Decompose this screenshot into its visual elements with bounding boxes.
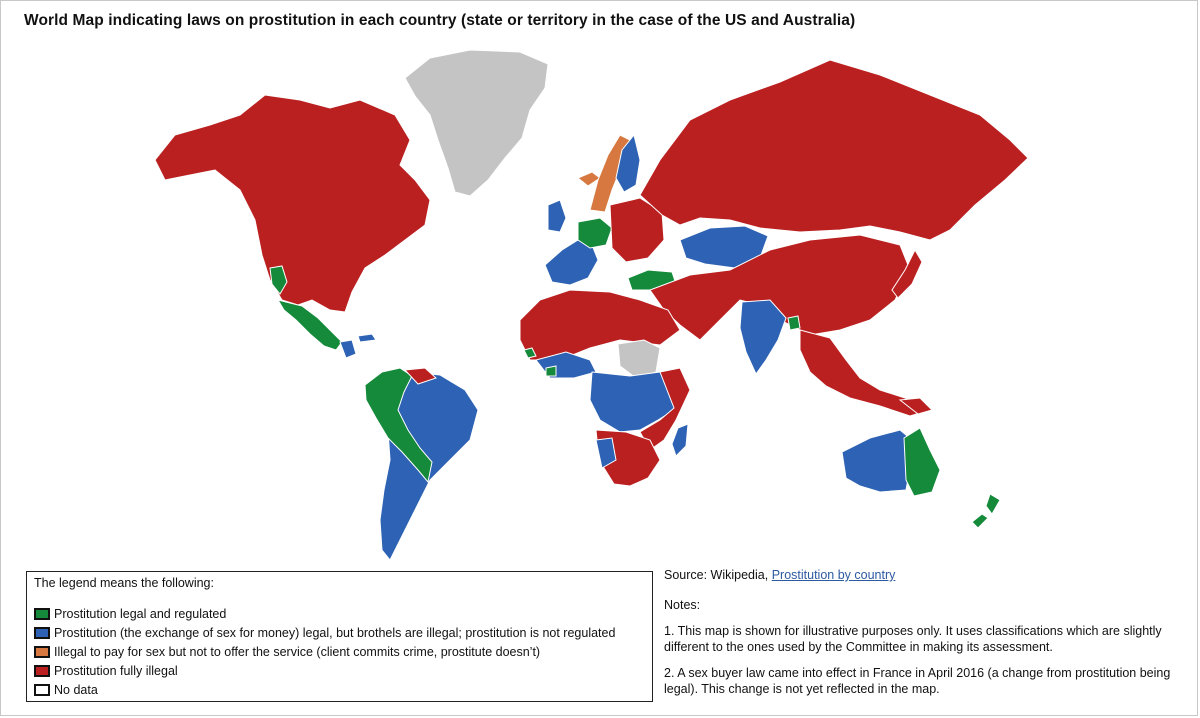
region-bangladesh bbox=[787, 315, 801, 331]
region-india bbox=[739, 299, 787, 375]
legend-swatch bbox=[34, 607, 50, 620]
legend-swatch bbox=[34, 683, 50, 696]
region-uk-ireland bbox=[547, 199, 567, 233]
region-png bbox=[898, 397, 933, 415]
legend-swatch bbox=[34, 626, 50, 639]
region-western-europe bbox=[544, 239, 599, 286]
region-andes bbox=[364, 367, 433, 484]
region-madagascar bbox=[671, 423, 689, 457]
region-sudan bbox=[617, 339, 661, 379]
legend-label: Prostitution fully illegal bbox=[54, 663, 178, 678]
world-map bbox=[154, 49, 1029, 561]
region-russia bbox=[639, 59, 1029, 241]
region-central-africa bbox=[589, 371, 681, 433]
legend-heading: The legend means the following: bbox=[34, 576, 214, 590]
region-canada-us bbox=[154, 94, 431, 313]
region-finland bbox=[615, 133, 641, 193]
source-prefix: Source: Wikipedia, bbox=[664, 568, 772, 582]
legend-item-legal-unregulated: Prostitution (the exchange of sex for mo… bbox=[34, 623, 644, 642]
region-eastern-europe bbox=[609, 197, 665, 263]
source-link[interactable]: Prostitution by country bbox=[771, 568, 896, 582]
legend-item-legal-regulated: Prostitution legal and regulated bbox=[34, 604, 644, 623]
region-middle-east-asia bbox=[649, 234, 911, 341]
legend-label: Illegal to pay for sex but not to offer … bbox=[54, 644, 541, 659]
region-new-zealand bbox=[971, 493, 1001, 529]
map-title: World Map indicating laws on prostitutio… bbox=[24, 12, 856, 29]
note-1: 1. This map is shown for illustrative pu… bbox=[664, 624, 1162, 654]
region-japan bbox=[891, 248, 923, 299]
legend-box: The legend means the following: Prostitu… bbox=[26, 571, 653, 702]
region-caribbean bbox=[339, 333, 377, 359]
region-nevada bbox=[269, 265, 288, 295]
notes-heading: Notes: bbox=[664, 598, 701, 612]
note-2: 2. A sex buyer law came into effect in F… bbox=[664, 666, 1171, 696]
legend-label: Prostitution (the exchange of sex for mo… bbox=[54, 625, 616, 640]
legend-item-buyer-illegal: Illegal to pay for sex but not to offer … bbox=[34, 642, 644, 661]
legend-label: No data bbox=[54, 682, 98, 697]
legend-label: Prostitution legal and regulated bbox=[54, 606, 227, 621]
source-line: Source: Wikipedia, Prostitution by count… bbox=[664, 567, 1184, 583]
region-namibia bbox=[595, 437, 617, 469]
region-east-africa bbox=[639, 367, 691, 451]
region-greenland bbox=[404, 49, 549, 197]
region-western-australia bbox=[841, 429, 913, 493]
legend-item-fully-illegal: Prostitution fully illegal bbox=[34, 661, 644, 680]
legend-swatch bbox=[34, 664, 50, 677]
legend-swatch bbox=[34, 645, 50, 658]
source-notes-panel: Source: Wikipedia, Prostitution by count… bbox=[664, 567, 1184, 707]
region-central-europe bbox=[577, 217, 613, 249]
region-venezuela bbox=[403, 367, 437, 385]
region-eastern-australia bbox=[903, 427, 941, 497]
region-mexico bbox=[276, 299, 343, 351]
region-west-africa-regulated bbox=[523, 347, 557, 377]
legend-item-no-data: No data bbox=[34, 680, 644, 699]
